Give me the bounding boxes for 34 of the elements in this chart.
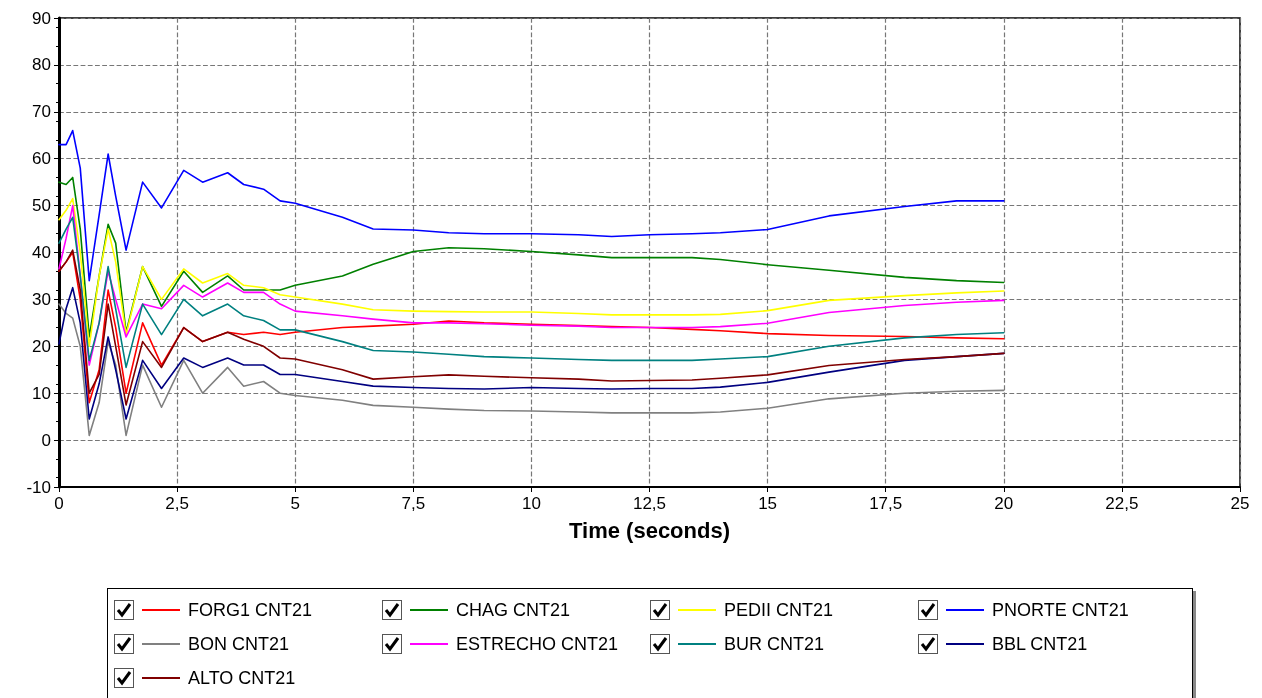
y-tick-label: 90	[32, 8, 51, 28]
y-tick-label: 40	[32, 243, 51, 262]
legend-label: PNORTE CNT21	[992, 599, 1129, 621]
legend-label: CHAG CNT21	[456, 599, 571, 621]
y-tick-label: 80	[32, 55, 51, 75]
legend-label: FORG1 CNT21	[188, 599, 313, 621]
x-tick-label: 25	[1230, 494, 1250, 513]
y-tick-label: 60	[32, 149, 51, 169]
x-tick-label: 12,5	[632, 494, 667, 513]
legend-label: PEDII CNT21	[724, 599, 834, 621]
y-tick-label: 30	[32, 289, 51, 309]
x-tick-label: 20	[994, 494, 1014, 513]
y-tick-label: 20	[32, 336, 51, 356]
x-tick-label: 22,5	[1105, 494, 1139, 513]
legend-label: ALTO CNT21	[188, 667, 296, 689]
x-axis-title: Time (seconds)	[569, 517, 730, 543]
y-tick-label: -10	[26, 477, 51, 497]
legend-label: ESTRECHO CNT21	[456, 633, 619, 655]
x-tick-label: 10	[521, 494, 541, 513]
y-tick-label: 10	[32, 383, 51, 403]
x-tick-label: 2,5	[165, 494, 189, 513]
line-series	[58, 176, 1005, 338]
legend-label: BBL CNT21	[992, 633, 1088, 655]
line-series	[58, 129, 1005, 282]
x-tick-label: 0	[54, 494, 64, 513]
x-tick-label: 5	[290, 494, 300, 513]
y-tick-label: 50	[32, 196, 51, 216]
y-tick-label: 70	[32, 102, 51, 122]
y-tick-label: 0	[41, 430, 51, 450]
x-tick-label: 7,5	[401, 494, 426, 513]
legend-label: BUR CNT21	[724, 633, 825, 655]
x-tick-label: 15	[758, 494, 778, 513]
x-tick-label: 17,5	[869, 494, 903, 513]
legend-label: BON CNT21	[188, 633, 290, 655]
